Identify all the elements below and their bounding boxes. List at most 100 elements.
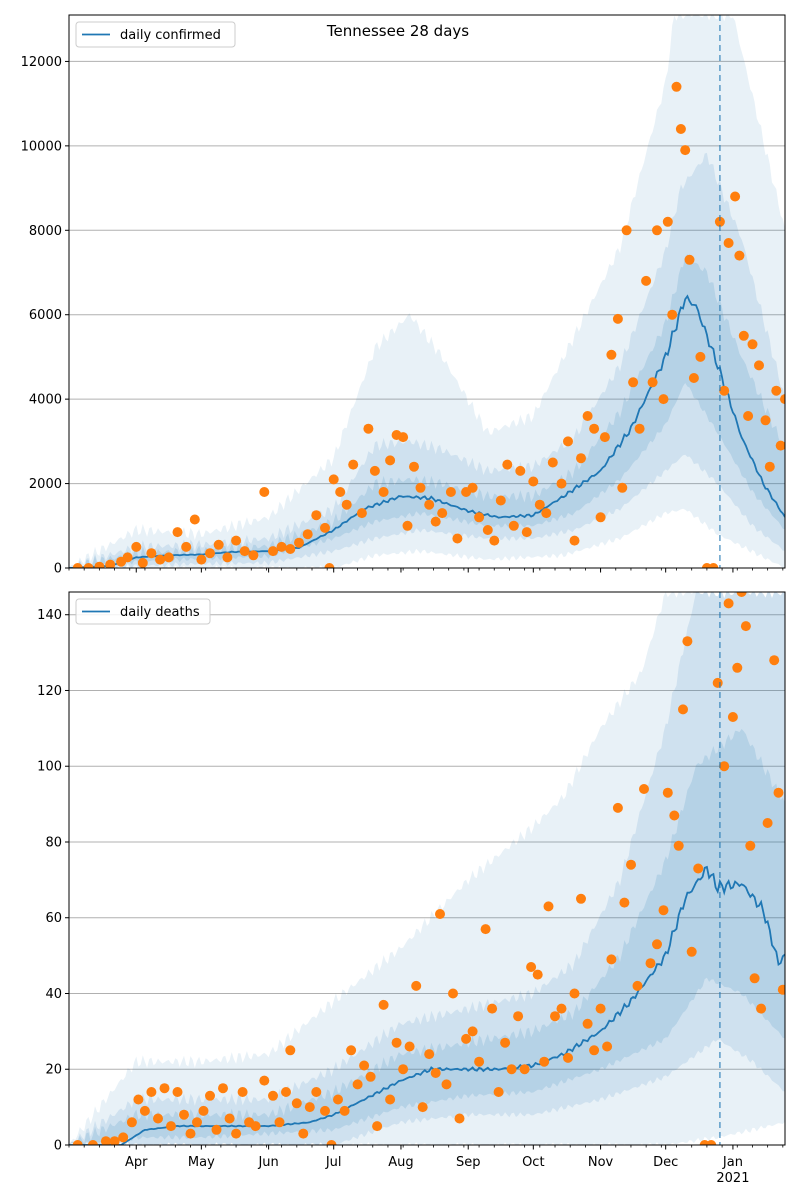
- data-point: [732, 662, 743, 673]
- data-point: [669, 810, 680, 821]
- data-point: [196, 554, 207, 565]
- data-point: [612, 802, 623, 813]
- data-point: [430, 516, 441, 527]
- data-point: [454, 1113, 465, 1124]
- data-point: [482, 525, 493, 535]
- y-tick-label: 0: [54, 1139, 62, 1154]
- data-point: [239, 546, 250, 557]
- data-point: [528, 476, 539, 487]
- data-point: [582, 1018, 593, 1029]
- y-tick-label: 140: [37, 608, 62, 623]
- data-point: [500, 1037, 511, 1048]
- data-point: [519, 1064, 530, 1075]
- data-point: [185, 1128, 196, 1139]
- data-point: [131, 541, 142, 552]
- legend-label: daily confirmed: [120, 28, 221, 43]
- data-point: [326, 1140, 337, 1145]
- data-point: [285, 544, 296, 554]
- data-point: [231, 535, 242, 546]
- data-point: [738, 330, 749, 341]
- data-point: [398, 432, 409, 443]
- data-point: [576, 453, 586, 464]
- legend: daily deaths: [75, 598, 211, 625]
- data-point: [502, 459, 513, 470]
- data-point: [146, 548, 157, 559]
- data-point: [628, 377, 639, 388]
- data-point: [771, 385, 782, 396]
- data-point: [641, 275, 652, 286]
- data-point: [667, 309, 678, 320]
- data-point: [712, 677, 723, 688]
- data-point: [100, 1136, 111, 1145]
- y-tick-label: 40: [45, 987, 62, 1002]
- x-tick-label: May: [188, 1155, 215, 1170]
- data-point: [595, 512, 606, 523]
- data-point: [268, 1090, 278, 1101]
- data-point: [411, 980, 422, 991]
- data-point: [714, 216, 725, 227]
- data-point: [166, 1121, 176, 1132]
- data-point: [602, 1041, 613, 1052]
- data-point: [708, 563, 719, 568]
- x-tick-year-label: 2021: [716, 1171, 749, 1186]
- data-point: [467, 1026, 478, 1037]
- x-tick-label: Jun: [257, 1155, 278, 1170]
- data-point: [508, 520, 519, 531]
- data-point: [678, 704, 688, 715]
- data-point: [556, 478, 567, 489]
- data-point: [764, 461, 775, 472]
- data-point: [652, 939, 662, 950]
- data-point: [727, 712, 738, 722]
- data-point: [259, 487, 270, 497]
- data-point: [513, 1011, 524, 1022]
- data-point: [302, 529, 313, 540]
- data-point: [647, 377, 658, 388]
- data-point: [474, 512, 485, 523]
- data-point: [320, 1105, 330, 1116]
- data-point: [224, 1113, 235, 1124]
- data-point: [773, 787, 784, 798]
- data-point: [181, 541, 192, 552]
- legend: daily confirmed: [75, 21, 236, 48]
- x-tick-label: Oct: [522, 1155, 544, 1170]
- data-point: [372, 1121, 383, 1132]
- data-point: [686, 946, 697, 957]
- deaths-panel: 0 20 40 60 80 100 120 140 Apr May Jun Jul Aug Sep Oct N…: [37, 591, 786, 1186]
- data-point: [550, 1011, 560, 1022]
- data-point: [324, 563, 335, 568]
- data-point: [363, 423, 374, 434]
- data-point: [404, 1041, 415, 1052]
- x-tick-label: Sep: [456, 1155, 481, 1170]
- data-point: [352, 1079, 363, 1090]
- data-point: [547, 457, 558, 468]
- data-point: [398, 1064, 409, 1075]
- data-point: [563, 1052, 573, 1063]
- data-point: [576, 893, 586, 904]
- data-point: [237, 1087, 248, 1097]
- data-point: [756, 1003, 767, 1014]
- data-point: [341, 499, 352, 510]
- data-point: [359, 1060, 370, 1071]
- data-point: [218, 1083, 228, 1094]
- data-point: [385, 1094, 396, 1105]
- data-point: [532, 969, 543, 980]
- data-point: [430, 1068, 441, 1078]
- data-point: [589, 423, 600, 434]
- x-tick-label: Jan: [722, 1155, 743, 1170]
- data-point: [632, 980, 643, 991]
- data-point: [172, 1087, 183, 1097]
- data-point: [155, 554, 166, 565]
- data-point: [378, 999, 389, 1010]
- data-point: [424, 499, 435, 510]
- data-point: [276, 541, 287, 552]
- data-point: [222, 552, 233, 563]
- data-point: [448, 988, 458, 999]
- data-point: [87, 1140, 98, 1145]
- y-tick-label: 4000: [29, 393, 62, 408]
- band-outer: [69, 592, 785, 1145]
- data-point: [189, 514, 200, 525]
- data-point: [606, 349, 617, 360]
- data-point: [495, 495, 506, 506]
- y-tick-label: 8000: [29, 224, 62, 239]
